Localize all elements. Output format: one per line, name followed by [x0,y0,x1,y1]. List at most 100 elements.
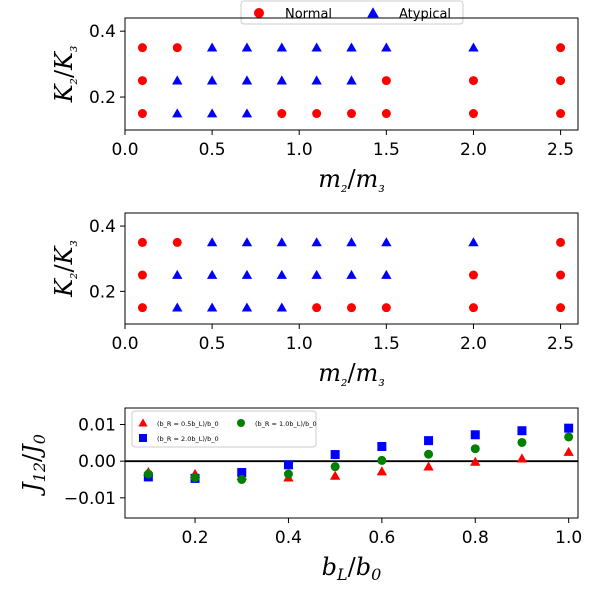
data-point-normal [137,76,147,86]
data-point-normal [172,237,182,247]
data-point-atypical [206,108,218,118]
data-point-normal [137,303,147,313]
data-point-atypical [172,75,183,85]
data-point-atypical [206,42,218,52]
data-point-atypical [241,237,253,247]
y-tick-label: 0.01 [78,416,116,436]
x-tick-label: 0.0 [111,334,138,354]
legend-label-normal: Normal [285,7,332,22]
data-point-atypical [468,42,479,52]
data-point-normal [556,303,566,313]
data-point--b-r-1-0b-l-b-0 [330,462,340,472]
panel-middle: 0.0 0.5 1.0 1.5 2.0 2.5 0.2 0.4 m₂/m₃ K₂/K₃ [50,212,579,390]
x-tick-label: 0.4 [275,528,302,548]
data-point-atypical [241,269,253,279]
y-tick-label: 0.00 [78,452,116,472]
data-point-atypical [276,42,287,52]
axes-frame [124,212,579,325]
data-point-atypical [311,237,322,247]
panel-legend: (b_R = 0.5b_L)/b_0 (b_R = 2.0b_L)/b_0 (b_R… [131,410,317,448]
x-tick-label: 1.5 [373,140,400,160]
data-point-atypical [172,108,183,118]
legend-label-atypical: Atypical [399,7,451,22]
data-point-atypical [172,302,183,312]
data-point-atypical [346,42,357,52]
x-tick-label: 0.0 [111,140,138,160]
data-point-normal [556,270,566,280]
y-tick-label: 0.4 [89,22,116,42]
data-point--b-r-0-5b-l-b-0 [516,453,528,463]
data-point-normal [137,43,147,53]
data-point-normal [381,109,391,119]
x-tick-label: 0.8 [462,528,489,548]
data-point--b-r-0-5b-l-b-0 [470,456,481,466]
data-point-atypical [276,237,287,247]
legend-label: (b_R = 0.5b_L)/b_0 [157,420,219,428]
data-point--b-r-2-0b-l-b-0 [564,423,574,433]
data-point--b-r-1-0b-l-b-0 [424,449,434,459]
y-axis-label: K₂/K₃ [50,46,81,104]
data-point-normal [468,303,478,313]
data-point--b-r-1-0b-l-b-0 [517,437,527,447]
panel-legend-box [131,410,317,448]
data-point-atypical [346,237,357,247]
data-point--b-r-2-0b-l-b-0 [330,450,340,460]
y-tick-label: −0.01 [64,489,116,509]
data-point--b-r-2-0b-l-b-0 [470,430,480,440]
data-point-atypical [346,269,357,279]
data-point-normal [556,43,566,53]
data-point-atypical [468,237,479,247]
y-tick-label: 0.4 [89,217,116,237]
data-point-normal [381,303,391,313]
x-tick-label: 2.5 [547,334,574,354]
data-point-normal [137,270,147,280]
legend-marker [138,418,148,427]
data-point-normal [468,270,478,280]
data-point-atypical [311,75,322,85]
data-point-atypical [381,42,392,52]
data-point-atypical [241,108,253,118]
data-point--b-r-0-5b-l-b-0 [329,470,341,480]
legend-marker-atypical [367,7,379,18]
data-point--b-r-1-0b-l-b-0 [190,473,200,483]
data-point-normal [556,237,566,247]
data-point-atypical [381,237,392,247]
data-point--b-r-1-0b-l-b-0 [283,469,293,479]
x-tick-label: 0.2 [182,528,209,548]
data-point-atypical [346,75,357,85]
panel-top: 0.0 0.5 1.0 1.5 2.0 2.5 0.2 0.4 m₂/m₃ K₂/K₃ [50,17,579,196]
y-axis-label: K₂/K₃ [50,240,81,298]
data-point-normal [556,109,566,119]
x-tick-label: 1.0 [555,528,582,548]
legend-marker-normal [254,8,264,18]
y-tick-label: 0.2 [89,88,116,108]
data-point-atypical [241,302,253,312]
data-point-atypical [206,237,218,247]
data-point-atypical [276,75,287,85]
data-point-normal [468,109,478,119]
x-tick-label: 1.0 [286,140,313,160]
data-point-atypical [241,42,253,52]
x-tick-label: 1.0 [286,334,313,354]
data-point-normal [277,109,287,119]
data-point-normal [556,76,566,86]
data-point-atypical [311,269,322,279]
x-axis-label: bL/b0 [322,553,382,584]
data-point-normal [137,109,147,119]
legend-label: (b_R = 2.0b_L)/b_0 [157,435,219,443]
data-point--b-r-1-0b-l-b-0 [377,455,387,465]
data-point--b-r-2-0b-l-b-0 [517,426,527,436]
data-point-atypical [381,269,392,279]
legend-marker [237,419,245,427]
data-point-normal [137,237,147,247]
data-point--b-r-1-0b-l-b-0 [143,469,153,479]
axes-frame [124,17,579,131]
data-point--b-r-1-0b-l-b-0 [564,432,574,442]
data-point-atypical [311,42,322,52]
data-point-atypical [206,302,218,312]
x-tick-label: 2.0 [460,334,487,354]
legend-label: (b_R = 1.0b_L)/b_0 [255,420,317,428]
x-tick-label: 0.5 [199,334,226,354]
axes-frame [124,407,579,519]
data-point--b-r-2-0b-l-b-0 [424,436,434,446]
